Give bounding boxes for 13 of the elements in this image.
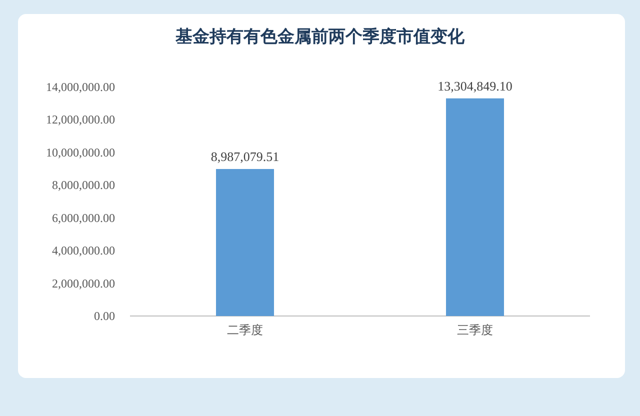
ytick: 10,000,000.00 — [46, 145, 115, 160]
category: 二季度 — [227, 323, 263, 337]
title: 基金持有有色金属前两个季度市值变化 — [176, 27, 464, 47]
ytick: 12,000,000.00 — [46, 112, 115, 127]
ytick: 6,000,000.00 — [52, 210, 115, 225]
ytick: 0.00 — [94, 309, 115, 323]
ytick: 8,000,000.00 — [52, 178, 115, 192]
ytick: 2,000,000.00 — [52, 276, 115, 290]
ytick: 4,000,000.00 — [52, 244, 115, 258]
data-label: 13,304,849.10 — [438, 78, 512, 94]
ytick: 14,000,000.00 — [46, 80, 115, 94]
data-label: 8,987,079.51 — [210, 149, 280, 164]
category: 三季度 — [457, 323, 493, 337]
